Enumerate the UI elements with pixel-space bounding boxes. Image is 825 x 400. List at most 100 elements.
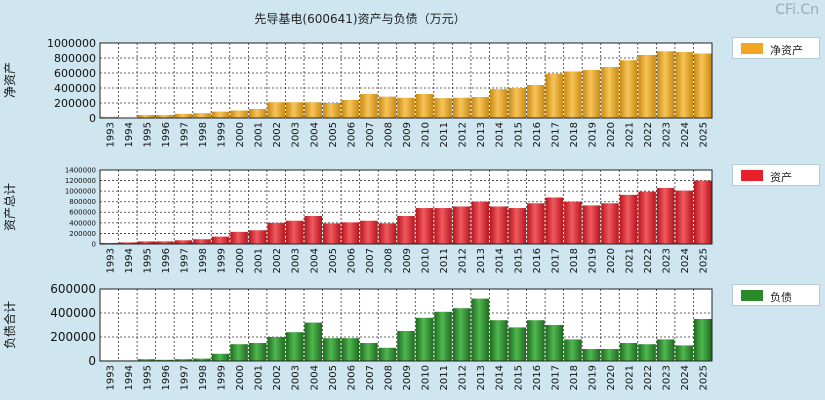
bar-2022 — [638, 55, 656, 118]
y-tick-label: 800000 — [54, 52, 96, 65]
bar-2010 — [415, 208, 434, 244]
x-tick-label: 2009 — [402, 365, 413, 390]
x-tick-label: 2003 — [291, 365, 302, 390]
bar-2016 — [527, 85, 545, 118]
chart-net-assets: 0 200000 400000 600000 800000 1000000 1993 1994… — [3, 37, 713, 147]
x-tick-label: 2025 — [699, 122, 710, 147]
bar-2016 — [527, 203, 545, 244]
x-tick-label: 2024 — [680, 248, 691, 273]
x-tick-label: 2008 — [383, 365, 394, 390]
x-tick-label: 2001 — [254, 248, 265, 273]
x-tick-label: 2020 — [606, 365, 617, 390]
x-tick-label: 2017 — [550, 365, 561, 390]
y-tick-label: 1400000 — [65, 166, 96, 174]
bar-2006 — [341, 222, 360, 244]
x-tick-label: 2017 — [550, 122, 561, 147]
x-tick-label: 2006 — [346, 365, 357, 390]
bar-2014 — [489, 320, 508, 361]
bar-2017 — [545, 197, 564, 244]
x-tick-label: 1993 — [105, 365, 116, 390]
bar-2002 — [267, 337, 285, 361]
bar-2001 — [248, 343, 267, 361]
legend-label-total-assets: 资产 — [770, 171, 792, 184]
x-tick-label: 1997 — [179, 122, 190, 147]
bar-1998 — [193, 239, 211, 244]
bar-2019 — [582, 70, 601, 118]
bar-2007 — [360, 220, 378, 244]
x-tick-label: 1996 — [161, 365, 172, 390]
bar-2013 — [471, 201, 489, 244]
x-tick-label: 2001 — [254, 122, 265, 147]
bar-2004 — [304, 102, 323, 118]
bar-2006 — [341, 338, 360, 361]
x-tick-label: 2006 — [346, 248, 357, 273]
y-tick-label: 0 — [89, 112, 96, 125]
legend-swatch-net-assets — [741, 43, 763, 54]
x-tick-label: 2003 — [291, 122, 302, 147]
bar-2020 — [601, 349, 619, 361]
bar-2015 — [508, 208, 527, 244]
x-tick-label: 2011 — [439, 122, 450, 147]
bar-2018 — [564, 339, 582, 361]
bar-2012 — [452, 308, 471, 361]
y-tick-label: 600000 — [69, 209, 96, 217]
x-tick-label: 2016 — [532, 365, 543, 390]
legend-swatch-total-liabilities — [741, 290, 763, 301]
bar-2008 — [378, 223, 397, 244]
bar-2005 — [323, 223, 341, 244]
x-tick-label: 2002 — [272, 122, 283, 147]
bar-2016 — [527, 320, 545, 361]
bar-2022 — [638, 191, 656, 244]
x-tick-label: 2024 — [680, 365, 691, 390]
bar-2019 — [582, 349, 601, 361]
bar-1995 — [137, 359, 156, 361]
legend-label-net-assets: 净资产 — [770, 44, 803, 57]
x-tick-label: 1995 — [142, 122, 153, 147]
x-tick-label: 2015 — [513, 122, 524, 147]
x-tick-label: 2021 — [625, 365, 636, 390]
bar-2005 — [323, 103, 341, 118]
x-tick-label: 2017 — [550, 248, 561, 273]
bar-2018 — [564, 71, 582, 118]
bar-1999 — [211, 353, 230, 361]
x-tick-label: 2008 — [383, 122, 394, 147]
bar-2012 — [452, 206, 471, 244]
x-tick-label: 1998 — [198, 122, 209, 147]
bar-1999 — [211, 236, 230, 244]
y-axis-title: 负债合计 — [2, 301, 17, 349]
bar-1995 — [137, 241, 156, 244]
bar-2007 — [360, 343, 378, 361]
legend-swatch-total-assets — [741, 170, 763, 181]
y-tick-label: 200000 — [50, 330, 96, 344]
x-tick-label: 2018 — [569, 248, 580, 273]
chart-total-assets: 0 200000 400000 600000 800000 1000000 1200000 1… — [3, 166, 713, 273]
y-tick-label: 0 — [88, 354, 96, 368]
bar-2003 — [285, 102, 304, 118]
x-tick-label: 2010 — [421, 248, 432, 273]
bar-1996 — [156, 241, 174, 244]
x-tick-label: 1999 — [217, 122, 228, 147]
x-tick-label: 2019 — [587, 365, 598, 390]
x-tick-label: 2004 — [309, 248, 320, 273]
x-tick-label: 2024 — [680, 122, 691, 147]
bar-2014 — [489, 89, 508, 118]
x-tick-label: 2008 — [383, 248, 394, 273]
plot-frame — [99, 288, 713, 362]
bar-2003 — [285, 220, 304, 244]
bar-2021 — [619, 343, 638, 361]
y-tick-label: 600000 — [54, 67, 96, 80]
x-tick-label: 2015 — [513, 248, 524, 273]
legend-total-assets: 资产 — [732, 164, 820, 186]
x-tick-label: 2007 — [365, 122, 376, 147]
bar-2012 — [452, 97, 471, 118]
bar-2010 — [415, 94, 434, 118]
bar-2011 — [434, 311, 452, 361]
bar-2015 — [508, 88, 527, 118]
bar-1998 — [193, 358, 211, 361]
x-tick-label: 2013 — [476, 365, 487, 390]
x-tick-label: 2014 — [495, 248, 506, 273]
bar-2000 — [230, 231, 248, 244]
bar-2014 — [489, 206, 508, 244]
y-tick-label: 400000 — [50, 306, 96, 320]
chart-total-liabilities: 0 200000 400000 600000 1993 1994 1995 1996 1997 1… — [2, 282, 713, 390]
